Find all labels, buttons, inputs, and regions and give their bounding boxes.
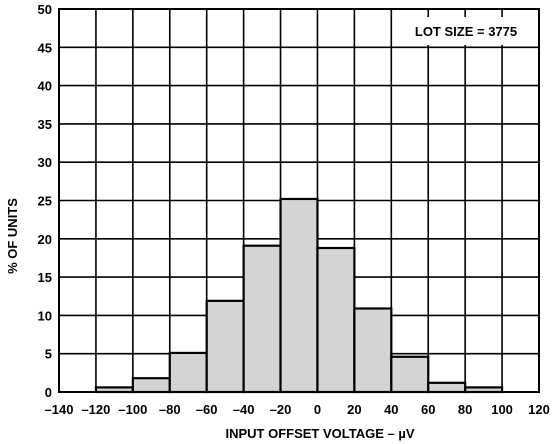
histogram-bar [427,381,467,394]
y-tick-label: 5 [45,347,52,362]
plot-frame [58,8,540,393]
x-axis-label: INPUT OFFSET VOLTAGE – µV [225,426,414,441]
y-axis-label: % OF UNITS [5,198,20,274]
y-tick-label: 25 [38,194,52,209]
x-tick-label: –20 [270,402,292,417]
histogram-bar [205,299,245,394]
lot-size-box [393,17,538,45]
y-tick-label: 0 [45,385,52,400]
x-tick-label: 40 [384,402,398,417]
x-tick-label: –100 [118,402,147,417]
y-tick-label: 30 [38,155,52,170]
x-tick-label: –120 [81,402,110,417]
histogram-bars [94,197,504,394]
histogram-bar [131,377,171,394]
y-tick-label: 45 [38,40,52,55]
x-tick-labels: –140 –120 –100 –80 –60 –40 –20 0 20 40 60 80 100 120 [45,402,550,417]
histogram-bar [242,244,282,394]
y-tick-label: 50 [38,2,52,17]
y-tick-label: 35 [38,117,52,132]
x-tick-label: –60 [196,402,218,417]
y-tick-label: 20 [38,232,52,247]
x-tick-label: –140 [45,402,74,417]
y-tick-label: 40 [38,79,52,94]
histogram-bar [168,351,208,394]
x-tick-label: 0 [314,402,321,417]
x-tick-label: –40 [233,402,255,417]
x-tick-label: 120 [528,402,550,417]
y-tick-label: 15 [38,270,52,285]
y-tick-label: 10 [38,308,52,323]
x-tick-label: 20 [347,402,361,417]
y-tick-labels: 0 5 10 15 20 25 30 35 40 45 50 [38,2,52,400]
x-tick-label: 100 [491,402,513,417]
x-tick-label: 60 [421,402,435,417]
histogram-bar [390,355,430,394]
histogram-bar [279,197,319,394]
lot-size-annotation: LOT SIZE = 3775 [415,24,517,39]
x-tick-label: –80 [159,402,181,417]
histogram-bar [353,307,393,394]
x-tick-label: 80 [458,402,472,417]
histogram-bar [316,246,356,394]
